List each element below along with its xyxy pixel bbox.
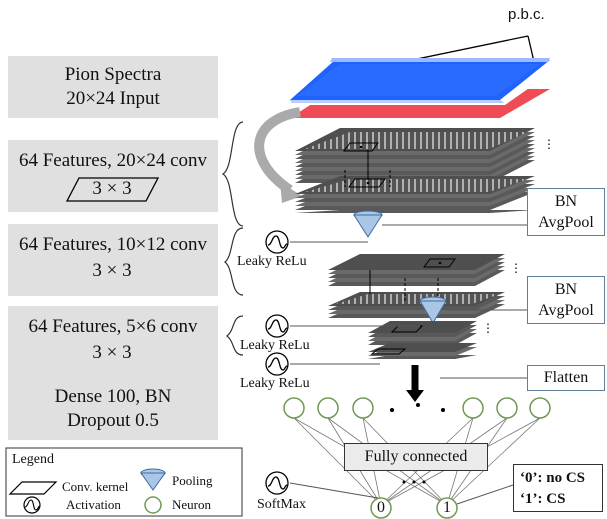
neuron-icon	[436, 497, 458, 519]
pooling-icon	[140, 468, 166, 491]
activation-icon	[265, 352, 289, 376]
class-label-box: ‘0’: no CS ‘1’: CS	[513, 464, 603, 512]
bn-avgpool-box: BN AvgPool	[527, 188, 605, 236]
pooling-icon	[353, 210, 383, 238]
input-planes	[288, 58, 552, 118]
activation-icon	[265, 230, 289, 254]
output-node-label: 1	[443, 499, 451, 516]
side-line1: Flatten	[543, 369, 589, 386]
flatten-box: Flatten	[527, 365, 605, 391]
neuron-icon	[283, 397, 305, 419]
activation-icon	[23, 496, 41, 514]
activation-icon	[265, 314, 289, 338]
output-node-label: 0	[377, 499, 385, 516]
pooling-icon	[419, 296, 447, 324]
legend-box	[5, 447, 243, 517]
pbc-label: p.b.c.	[508, 6, 545, 23]
neuron-icon	[496, 397, 518, 419]
output-layer	[289, 480, 514, 519]
block-title: 64 Features, 10×12 conv	[18, 234, 207, 255]
conv-stack-3: ⋮	[368, 321, 494, 359]
svg-text:⋮: ⋮	[510, 261, 522, 275]
legend-item: Pooling	[172, 473, 213, 488]
conv3-block: 64 Features, 5×6 conv	[8, 306, 218, 378]
legend-item: Conv. kernel	[62, 479, 129, 494]
block-title: 64 Features, 5×6 conv	[28, 316, 198, 337]
conv1-block: 64 Features, 20×24 conv	[8, 140, 218, 212]
activation-label: SoftMax	[257, 497, 306, 512]
legend-title: Legend	[12, 452, 54, 467]
braces	[221, 121, 244, 356]
conv-kernel-icon	[8, 481, 58, 495]
block-title: 64 Features, 20×24 conv	[18, 150, 207, 171]
neuron-icon	[529, 397, 551, 419]
bn-avgpool-box: BN AvgPool	[527, 276, 605, 324]
side-line2: AvgPool	[538, 302, 594, 319]
kernel-size: 3 × 3	[92, 178, 132, 199]
activation-label: Leaky ReLu	[240, 338, 310, 353]
activation-label: Leaky ReLu	[237, 254, 307, 269]
flow-arrow	[254, 107, 301, 195]
class-label: ‘0’: no CS	[520, 470, 586, 486]
conv2-block: 64 Features, 10×12 conv	[8, 224, 218, 296]
activation-icon	[265, 471, 289, 495]
input-block: Pion Spectra 20×24 Input	[8, 56, 218, 118]
neuron-icon	[144, 496, 162, 514]
block-subtitle: Dropout 0.5	[67, 410, 159, 431]
kernel-size: 3 × 3	[92, 260, 132, 281]
block-subtitle: 20×24 Input	[66, 88, 160, 109]
conv-kernel-icon	[65, 177, 160, 202]
connector-lines	[290, 224, 527, 379]
side-line1: BN	[554, 193, 578, 210]
neuron-icon	[370, 497, 392, 519]
fully-connected-box: Fully connected	[344, 443, 488, 471]
svg-text:⋮: ⋮	[482, 321, 494, 335]
block-title: Dense 100, BN	[54, 386, 172, 407]
neuron-icon	[462, 397, 484, 419]
legend-item: Neuron	[172, 497, 211, 512]
conv-stack-1: ⋮	[295, 128, 555, 213]
side-line2: AvgPool	[538, 214, 594, 231]
svg-text:⋮: ⋮	[543, 137, 555, 151]
legend-item: Activation	[66, 497, 121, 512]
neuron-icon	[317, 397, 339, 419]
class-label: ‘1’: CS	[520, 491, 566, 507]
block-title: Pion Spectra	[64, 64, 162, 85]
activation-label: Leaky ReLu	[240, 376, 310, 391]
dense-block: Dense 100, BN Dropout 0.5	[8, 378, 218, 440]
conv-stack-2: ⋮	[328, 254, 522, 318]
kernel-size: 3 × 3	[92, 342, 132, 363]
side-line1: BN	[554, 281, 578, 298]
neuron-icon	[352, 397, 374, 419]
